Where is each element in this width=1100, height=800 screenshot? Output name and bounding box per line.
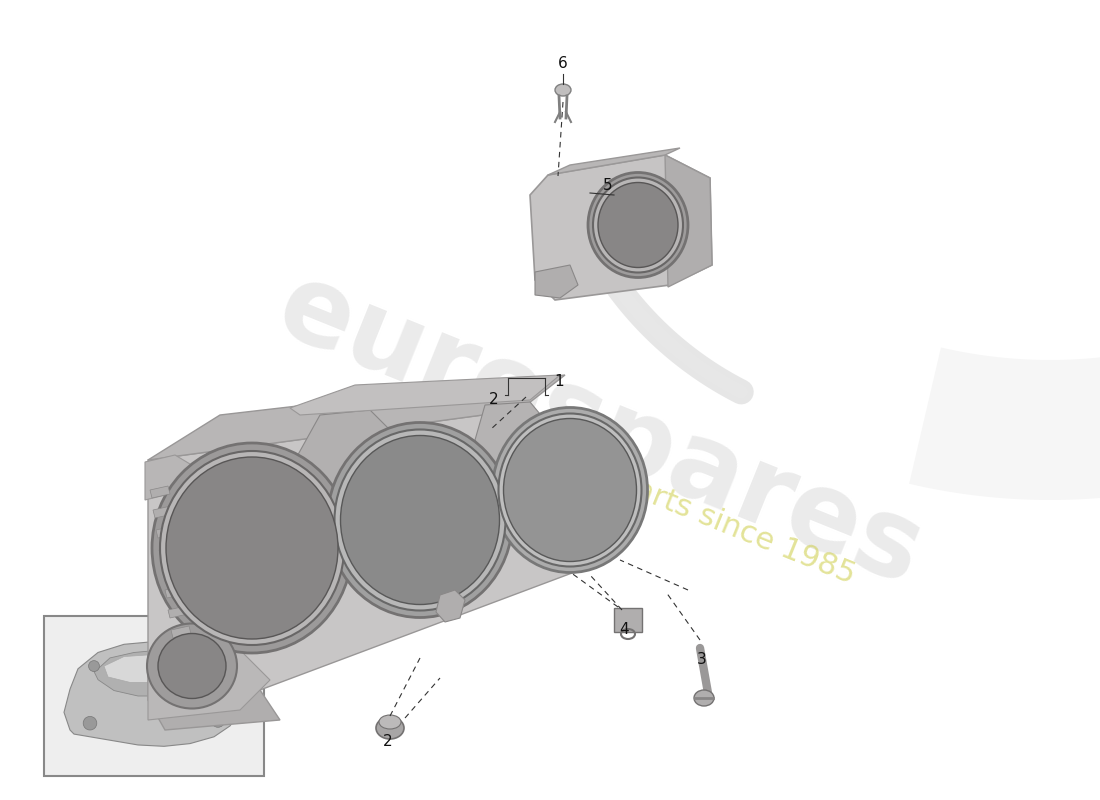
Ellipse shape bbox=[498, 414, 641, 566]
Polygon shape bbox=[162, 566, 182, 578]
Text: 4: 4 bbox=[619, 622, 629, 638]
Polygon shape bbox=[165, 586, 185, 598]
Ellipse shape bbox=[152, 443, 352, 653]
Polygon shape bbox=[170, 626, 191, 638]
Text: eurospares: eurospares bbox=[263, 253, 937, 607]
Ellipse shape bbox=[328, 422, 513, 618]
Polygon shape bbox=[290, 375, 560, 415]
Polygon shape bbox=[909, 22, 1100, 500]
Text: 6: 6 bbox=[558, 57, 568, 71]
Ellipse shape bbox=[598, 182, 678, 267]
Polygon shape bbox=[145, 455, 200, 500]
Ellipse shape bbox=[588, 173, 688, 278]
Polygon shape bbox=[148, 375, 565, 460]
Ellipse shape bbox=[379, 715, 401, 729]
Polygon shape bbox=[148, 690, 280, 730]
Circle shape bbox=[209, 657, 219, 667]
Ellipse shape bbox=[166, 457, 338, 639]
Polygon shape bbox=[156, 526, 176, 538]
Polygon shape bbox=[535, 265, 578, 298]
Text: a passion for parts since 1985: a passion for parts since 1985 bbox=[421, 390, 859, 590]
Text: 3: 3 bbox=[697, 653, 707, 667]
Polygon shape bbox=[94, 650, 214, 696]
Circle shape bbox=[84, 717, 97, 730]
Ellipse shape bbox=[158, 634, 225, 698]
Circle shape bbox=[89, 661, 99, 671]
Polygon shape bbox=[436, 590, 465, 622]
Polygon shape bbox=[153, 506, 173, 518]
Text: 5: 5 bbox=[603, 178, 613, 194]
Polygon shape bbox=[104, 654, 206, 682]
Ellipse shape bbox=[160, 451, 344, 645]
Ellipse shape bbox=[341, 435, 499, 605]
Polygon shape bbox=[666, 155, 712, 287]
Ellipse shape bbox=[376, 717, 404, 739]
Polygon shape bbox=[64, 642, 246, 746]
Circle shape bbox=[211, 714, 224, 727]
Polygon shape bbox=[148, 410, 580, 700]
Text: 2: 2 bbox=[383, 734, 393, 750]
Polygon shape bbox=[150, 486, 170, 498]
Text: 1: 1 bbox=[554, 374, 564, 390]
Ellipse shape bbox=[694, 690, 714, 706]
Polygon shape bbox=[295, 410, 390, 510]
Polygon shape bbox=[530, 155, 712, 300]
Ellipse shape bbox=[593, 178, 683, 273]
Ellipse shape bbox=[556, 84, 571, 96]
Bar bbox=[44, 616, 264, 776]
Bar bbox=[614, 608, 642, 632]
Polygon shape bbox=[475, 402, 544, 470]
Polygon shape bbox=[168, 606, 188, 618]
Text: 2: 2 bbox=[490, 391, 498, 406]
Polygon shape bbox=[548, 148, 680, 175]
Ellipse shape bbox=[493, 407, 648, 573]
Ellipse shape bbox=[147, 623, 236, 709]
Ellipse shape bbox=[504, 418, 637, 562]
Polygon shape bbox=[160, 546, 179, 558]
Polygon shape bbox=[148, 640, 270, 720]
Ellipse shape bbox=[334, 430, 506, 610]
